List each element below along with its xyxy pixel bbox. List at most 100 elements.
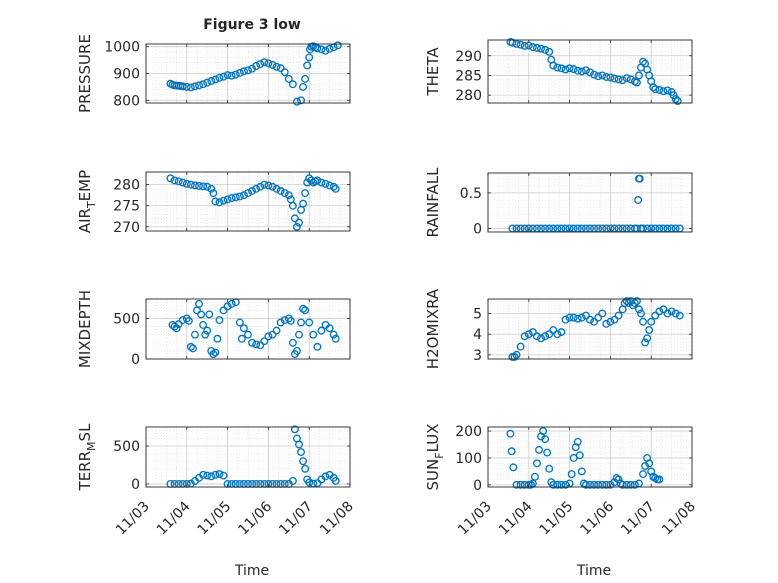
data-point: [264, 332, 273, 341]
data-point: [541, 45, 550, 54]
data-point: [632, 297, 641, 306]
data-point: [239, 67, 248, 76]
data-point: [268, 182, 277, 191]
subplot-4: 0 0.5 RAINFALL: [424, 167, 693, 237]
data-point: [166, 174, 175, 183]
axes-frame: [145, 298, 351, 360]
data-point: [528, 43, 537, 52]
data-point: [252, 62, 261, 70]
data-point: [634, 196, 643, 204]
data-point: [256, 182, 265, 191]
data-point: [586, 68, 594, 77]
x-tick-label: 11/03: [113, 499, 153, 539]
x-axis-label-left: Time: [234, 563, 269, 579]
data-point: [528, 328, 537, 337]
data-point: [305, 478, 314, 487]
x-tick-label: 11/08: [659, 499, 699, 539]
y-axis-label: SUNFLUX: [424, 424, 446, 491]
data-point: [325, 324, 334, 333]
data-point: [195, 81, 203, 90]
data-point: [663, 309, 672, 318]
data-point: [545, 47, 554, 56]
data-point: [252, 184, 261, 193]
data-point: [663, 86, 672, 95]
data-point: [635, 305, 643, 314]
data-point: [209, 189, 218, 198]
data-point: [272, 184, 281, 193]
y-tick-label: 1000: [104, 40, 140, 56]
data-point: [297, 448, 305, 457]
data-point: [520, 332, 529, 341]
figure-title: Figure 3 low: [203, 17, 301, 33]
data-point: [530, 472, 539, 481]
y-tick-label: 0: [473, 221, 482, 237]
data-point: [252, 340, 261, 349]
subplot-8: 0 100 200 11/03 11/04 11/05 11/06 11/07 11/08 SUN…: [424, 424, 699, 539]
data-point: [569, 313, 578, 322]
data-point: [301, 306, 310, 315]
axes-frame: [487, 426, 693, 488]
subplot-2: 280 285 290 THETA: [424, 38, 693, 105]
axes-frame: [487, 39, 693, 104]
data-point: [178, 82, 187, 91]
data-point: [594, 313, 603, 322]
data-point: [264, 59, 273, 68]
data-point: [244, 189, 252, 198]
data-point: [575, 451, 584, 460]
y-axis-label: TERRMSL: [76, 423, 98, 492]
data-point: [510, 352, 519, 361]
data-point: [647, 317, 656, 326]
data-point: [632, 78, 641, 87]
subplot-6: 3 4 5 H2OMIXRA: [424, 288, 693, 369]
data-point: [182, 179, 191, 188]
data-point: [244, 66, 252, 75]
y-tick-label: 800: [113, 93, 140, 109]
data-point: [618, 480, 627, 489]
data-point: [248, 187, 257, 195]
data-point: [553, 330, 562, 339]
y-tick-label: 280: [455, 88, 482, 104]
data-point: [301, 189, 310, 198]
data-point: [520, 41, 529, 50]
data-series: [506, 38, 682, 105]
subplot-1: 800 900 1000 PRESSURE: [76, 34, 351, 113]
data-point: [553, 63, 562, 72]
y-tick-label: 290: [455, 49, 482, 65]
data-point: [295, 440, 303, 449]
data-point: [256, 341, 265, 350]
data-point: [227, 71, 236, 80]
data-point: [207, 184, 216, 193]
data-point: [524, 330, 533, 339]
data-point: [284, 191, 293, 200]
data-point: [223, 302, 232, 311]
data-point: [170, 176, 179, 185]
axes-frame: [487, 172, 693, 233]
data-point: [557, 64, 566, 73]
data-point: [170, 322, 179, 331]
data-point: [507, 447, 516, 456]
data-point: [268, 330, 277, 339]
data-point: [184, 316, 193, 325]
minor-grid: [488, 299, 692, 360]
data-point: [207, 472, 216, 481]
data-point: [182, 82, 191, 91]
data-point: [174, 177, 183, 186]
data-point: [598, 71, 607, 80]
data-point: [288, 201, 297, 210]
data-point: [293, 346, 301, 355]
data-point: [276, 64, 285, 73]
y-tick-label: 0: [131, 477, 140, 493]
data-point: [545, 464, 554, 473]
data-point: [213, 334, 222, 343]
data-point: [333, 41, 342, 50]
data-point: [235, 192, 244, 201]
y-tick-label: 280: [113, 178, 140, 194]
data-series: [508, 297, 684, 361]
data-point: [276, 187, 285, 195]
data-point: [195, 181, 203, 190]
x-tick-label: 11/08: [317, 499, 357, 539]
data-point: [223, 195, 232, 204]
data-point: [231, 193, 240, 202]
data-point: [512, 350, 521, 359]
y-tick-label: 5: [473, 306, 482, 322]
